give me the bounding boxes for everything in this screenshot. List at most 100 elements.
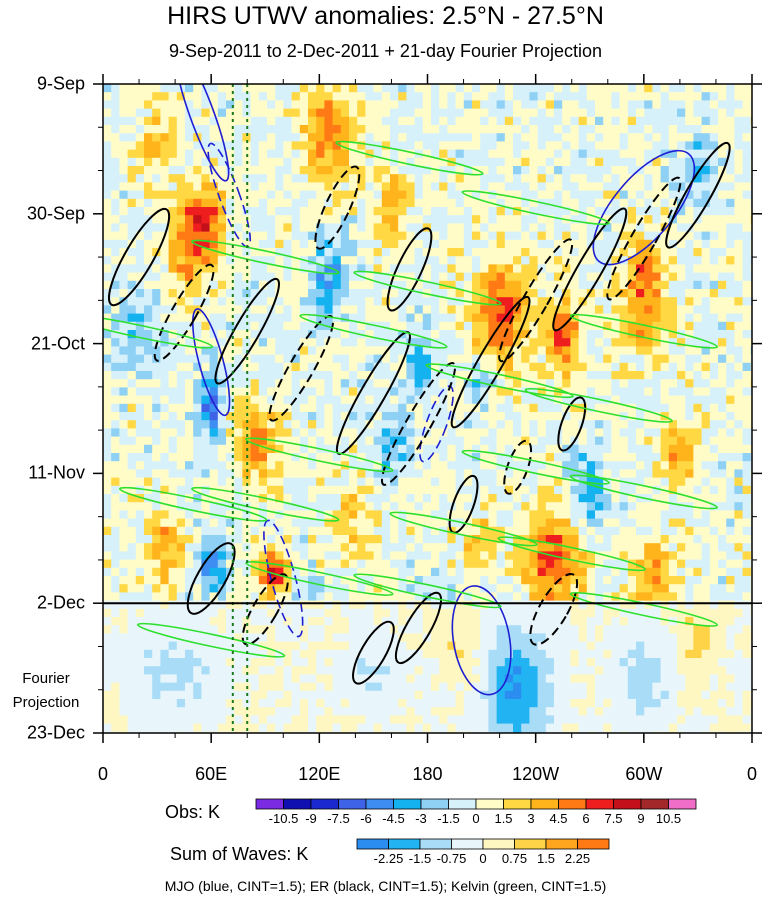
field-cell bbox=[267, 354, 276, 364]
field-cell bbox=[677, 518, 686, 528]
field-cell bbox=[299, 412, 309, 421]
field-cell bbox=[381, 305, 391, 315]
field-cell bbox=[496, 207, 506, 216]
field-cell bbox=[160, 305, 170, 315]
field-cell bbox=[201, 166, 211, 175]
field-cell bbox=[398, 346, 407, 356]
field-cell bbox=[463, 354, 473, 364]
field-cell bbox=[644, 256, 653, 265]
field-cell bbox=[357, 559, 366, 569]
field-cell bbox=[685, 576, 694, 585]
field-cell bbox=[463, 125, 473, 134]
field-cell bbox=[398, 149, 407, 159]
field-cell bbox=[709, 567, 719, 577]
field-cell bbox=[176, 264, 186, 274]
field-cell bbox=[316, 338, 325, 347]
field-cell bbox=[504, 346, 514, 356]
field-cell bbox=[267, 149, 276, 159]
field-cell bbox=[176, 100, 186, 110]
field-cell bbox=[586, 116, 596, 126]
field-cell bbox=[652, 567, 662, 577]
field-cell bbox=[308, 420, 317, 429]
field-cell bbox=[545, 354, 555, 364]
field-cell bbox=[709, 502, 719, 511]
field-cell bbox=[537, 346, 547, 356]
field-cell bbox=[242, 190, 252, 200]
field-cell bbox=[316, 116, 325, 126]
field-cell bbox=[291, 526, 301, 536]
field-cell bbox=[701, 223, 711, 233]
field-cell bbox=[595, 428, 604, 438]
field-cell bbox=[570, 485, 580, 495]
field-cell bbox=[185, 141, 194, 151]
field-cell bbox=[636, 502, 645, 511]
field-cell bbox=[160, 510, 170, 520]
field-cell bbox=[357, 264, 366, 274]
field-cell bbox=[586, 264, 596, 274]
field-cell bbox=[578, 567, 588, 577]
field-cell bbox=[103, 198, 112, 208]
field-cell bbox=[701, 166, 711, 175]
field-cell bbox=[513, 354, 522, 364]
field-cell bbox=[718, 239, 727, 249]
field-cell bbox=[652, 313, 662, 323]
field-cell bbox=[185, 444, 194, 454]
field-cell bbox=[168, 518, 178, 528]
field-cell bbox=[619, 141, 629, 151]
field-cell bbox=[472, 518, 481, 528]
field-cell bbox=[103, 510, 112, 520]
field-cell bbox=[119, 272, 129, 282]
field-cell bbox=[332, 330, 342, 339]
field-cell bbox=[373, 248, 383, 257]
field-cell bbox=[726, 551, 735, 561]
field-cell bbox=[226, 559, 235, 569]
field-cell bbox=[447, 239, 457, 249]
field-cell bbox=[381, 108, 391, 118]
field-cell bbox=[463, 494, 473, 503]
field-cell bbox=[250, 100, 260, 110]
field-cell bbox=[734, 248, 744, 257]
field-cell bbox=[570, 444, 580, 454]
field-cell bbox=[357, 125, 366, 134]
field-cell bbox=[144, 502, 153, 511]
field-cell bbox=[554, 535, 563, 544]
field-cell bbox=[488, 215, 498, 224]
field-cell bbox=[135, 166, 145, 175]
field-cell bbox=[414, 371, 424, 380]
field-cell bbox=[414, 223, 424, 233]
field-cell bbox=[299, 420, 309, 429]
field-cell bbox=[250, 420, 260, 429]
field-cell bbox=[726, 518, 735, 528]
field-cell bbox=[103, 92, 112, 101]
field-cell bbox=[316, 346, 325, 356]
field-cell bbox=[537, 362, 547, 372]
field-cell bbox=[636, 256, 645, 265]
field-cell bbox=[119, 354, 129, 364]
field-cell bbox=[439, 272, 448, 282]
field-cell bbox=[160, 518, 170, 528]
field-cell bbox=[381, 485, 391, 495]
field-cell bbox=[193, 305, 202, 315]
field-cell bbox=[349, 584, 358, 593]
field-cell bbox=[513, 535, 522, 544]
field-cell bbox=[726, 502, 735, 511]
field-cell bbox=[258, 559, 268, 569]
field-cell bbox=[176, 469, 186, 479]
field-cell bbox=[340, 567, 350, 577]
field-cell bbox=[742, 584, 752, 593]
field-cell bbox=[144, 272, 153, 282]
field-cell bbox=[176, 157, 186, 167]
field-cell bbox=[431, 116, 440, 126]
field-cell bbox=[529, 321, 539, 331]
field-cell bbox=[685, 395, 694, 405]
field-cell bbox=[193, 461, 202, 470]
field-cell bbox=[176, 305, 186, 315]
field-cell bbox=[144, 207, 153, 216]
field-cell bbox=[554, 313, 563, 323]
field-cell bbox=[488, 313, 498, 323]
field-cell bbox=[160, 125, 170, 134]
field-cell bbox=[217, 100, 227, 110]
field-cell bbox=[242, 330, 252, 339]
field-cell bbox=[349, 412, 358, 421]
field-cell bbox=[726, 157, 735, 167]
